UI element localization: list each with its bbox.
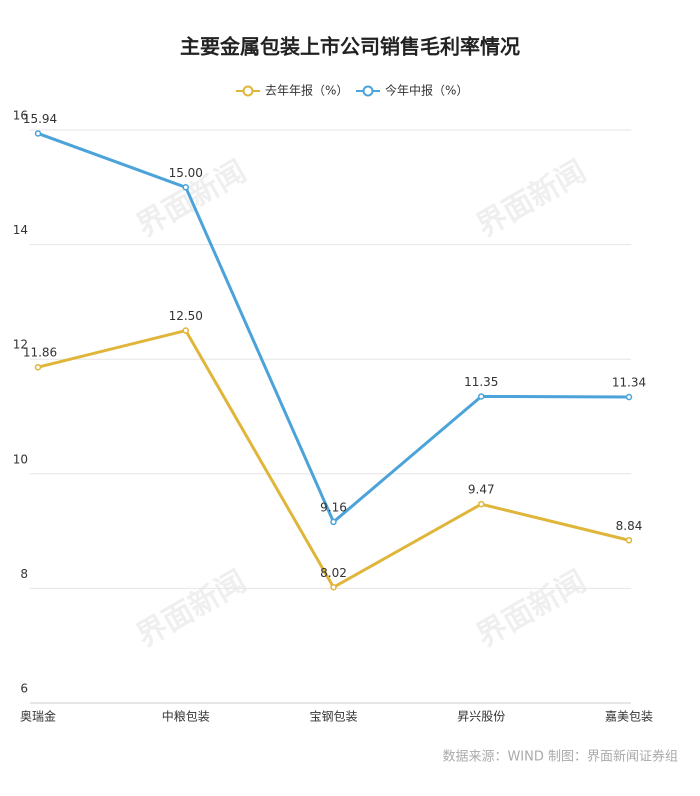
legend-marker <box>362 85 374 97</box>
point <box>182 184 189 191</box>
data-label: 11.35 <box>464 375 498 389</box>
point <box>478 393 485 400</box>
point <box>34 363 42 371</box>
x-tick-label: 嘉美包装 <box>605 710 653 724</box>
data-label: 15.94 <box>23 112 57 126</box>
data-label: 15.00 <box>169 166 203 180</box>
point <box>478 500 485 508</box>
point <box>34 130 42 137</box>
legend-label: 今年中报（%） <box>385 83 468 98</box>
x-tick-label: 昇兴股份 <box>457 710 505 724</box>
y-tick-label: 10 <box>13 452 28 466</box>
point <box>330 518 337 526</box>
y-tick-label: 12 <box>13 338 28 352</box>
source-note: 数据来源：WIND 制图：界面新闻证券组 <box>442 749 678 765</box>
x-tick-label: 奥瑞金 <box>20 709 56 724</box>
data-label: 9.47 <box>468 483 495 497</box>
data-label: 11.34 <box>612 376 646 390</box>
point <box>625 537 633 544</box>
x-tick-label: 宝钢包装 <box>309 710 357 724</box>
y-tick-label: 16 <box>13 109 28 123</box>
y-tick-label: 14 <box>13 223 28 237</box>
data-label: 8.84 <box>616 519 643 533</box>
data-label: 9.16 <box>320 500 347 514</box>
data-label: 8.02 <box>320 566 347 580</box>
point <box>330 584 337 591</box>
y-tick-label: 8 <box>20 567 28 581</box>
data-label: 11.86 <box>23 346 57 360</box>
point <box>182 327 189 334</box>
x-tick-label: 中粮包装 <box>162 709 210 724</box>
chart-title: 主要金属包装上市公司销售毛利率情况 <box>180 35 520 59</box>
y-tick-label: 6 <box>20 682 28 696</box>
point <box>625 393 633 401</box>
data-label: 12.50 <box>169 309 203 323</box>
legend-marker <box>242 85 254 97</box>
legend-label: 去年年报（%） <box>265 83 348 98</box>
